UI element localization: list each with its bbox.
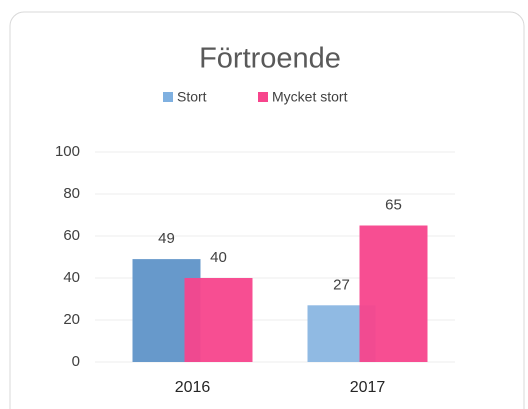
y-tick-label: 20 <box>63 311 80 328</box>
legend-label: Stort <box>177 89 207 105</box>
bar <box>359 225 428 362</box>
legend-swatch <box>163 92 173 102</box>
data-label: 40 <box>210 249 227 266</box>
legend-label: Mycket stort <box>272 89 348 105</box>
bar <box>184 278 253 362</box>
data-label: 49 <box>158 230 175 247</box>
y-tick-label: 80 <box>63 185 80 202</box>
y-tick-label: 60 <box>63 227 80 244</box>
legend-swatch <box>258 92 268 102</box>
y-tick-label: 100 <box>55 143 80 160</box>
x-tick-label: 2016 <box>175 379 211 396</box>
y-tick-label: 40 <box>63 269 80 286</box>
y-tick-label: 0 <box>72 353 80 370</box>
data-label: 65 <box>385 196 402 213</box>
data-label: 27 <box>333 276 350 293</box>
x-tick-label: 2017 <box>350 379 386 396</box>
chart-title: Förtroende <box>199 43 341 75</box>
